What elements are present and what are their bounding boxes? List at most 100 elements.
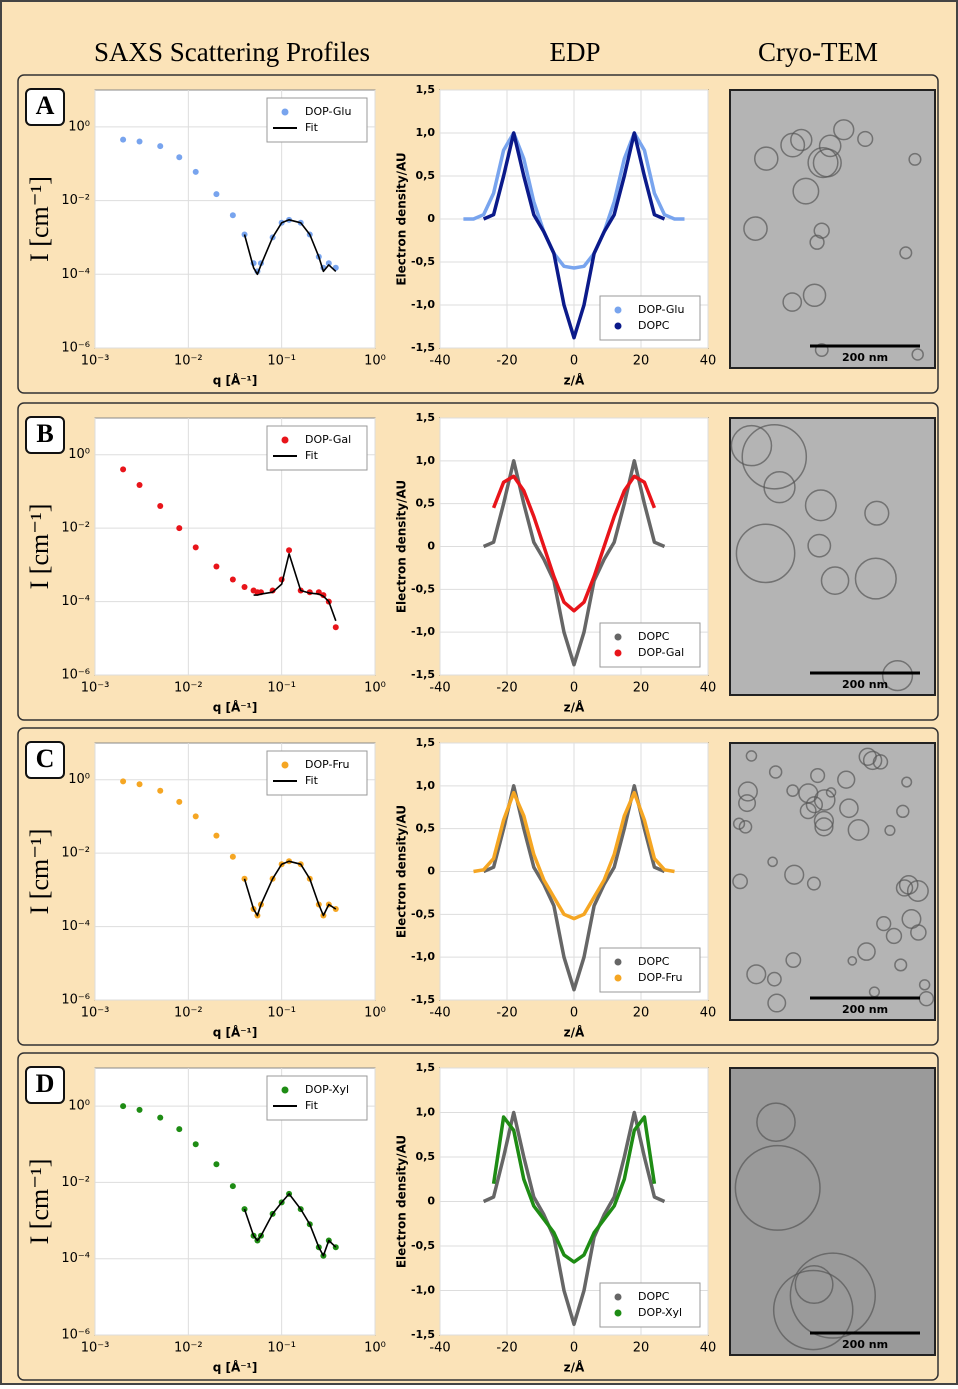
data-point — [136, 138, 143, 145]
legend-box — [599, 622, 701, 668]
x-tick-label: 10⁻³ — [81, 1341, 110, 1356]
x-tick-label: 10⁻¹ — [267, 1006, 296, 1021]
data-point — [325, 260, 332, 267]
legend-label: DOP-Glu — [638, 303, 684, 316]
column-header: Cryo-TEM — [758, 37, 878, 67]
data-point — [120, 778, 127, 785]
y-tick-label: 0,5 — [416, 822, 436, 835]
legend-box — [266, 425, 368, 471]
legend-label: DOPC — [638, 319, 670, 332]
y-tick-label: 10⁻² — [61, 846, 90, 861]
legend-label: DOP-Fru — [305, 758, 350, 771]
tem-vesicle — [767, 856, 778, 868]
legend-swatch — [614, 1309, 622, 1317]
legend-swatch — [614, 974, 622, 982]
x-tick-label: 20 — [633, 681, 650, 696]
x-tick-label: 10⁰ — [364, 1341, 386, 1356]
column-header: SAXS Scattering Profiles — [94, 37, 370, 67]
data-point — [120, 136, 127, 143]
tem-vesicle — [814, 817, 834, 837]
y-tick-label: 0 — [427, 1195, 435, 1208]
tem-vesicle — [789, 1252, 876, 1339]
tem-vesicle — [735, 523, 796, 584]
x-tick-label: 10⁻² — [174, 1006, 203, 1021]
data-point — [241, 1206, 248, 1213]
panel-label: B — [36, 419, 53, 448]
x-tick-label: -20 — [496, 681, 517, 696]
legend-swatch — [281, 108, 289, 116]
tem-vesicle — [745, 750, 758, 762]
scale-bar-label: 200 nm — [842, 1338, 888, 1351]
panel-frame — [17, 1052, 939, 1381]
tem-vesicle — [766, 971, 782, 987]
y-tick-label: -1,0 — [411, 625, 435, 638]
y-tick-label: 0 — [427, 865, 435, 878]
y-tick-label: 10⁻² — [61, 1175, 90, 1190]
y-axis-label: I [cm⁻¹] — [25, 504, 54, 590]
tem-vesicle — [767, 993, 787, 1013]
tem-vesicle — [814, 343, 829, 357]
data-point — [157, 143, 164, 150]
y-tick-label: -0,5 — [411, 907, 435, 920]
x-tick-label: -20 — [496, 1006, 517, 1021]
tem-vesicle — [839, 798, 859, 819]
data-point — [192, 1141, 199, 1148]
x-tick-label: 0 — [570, 1341, 578, 1356]
y-tick-label: 10⁻⁴ — [61, 1251, 90, 1266]
data-point — [229, 1183, 236, 1190]
tem-vesicle — [813, 810, 835, 832]
tem-vesicle — [899, 246, 913, 260]
y-tick-label: -1,5 — [411, 993, 435, 1006]
y-tick-label: 10⁻⁶ — [61, 993, 90, 1008]
x-axis-label: z/Å — [564, 1360, 585, 1375]
tem-vesicle — [768, 765, 783, 779]
legend-label: DOP-Gal — [305, 433, 351, 446]
tem-vesicle — [894, 958, 908, 972]
scale-bar-label: 200 nm — [842, 1003, 888, 1016]
data-point — [136, 481, 143, 488]
x-tick-label: 0 — [570, 354, 578, 369]
tem-vesicle — [809, 234, 825, 250]
x-tick-label: -20 — [496, 354, 517, 369]
y-tick-label: 10⁻⁶ — [61, 1328, 90, 1343]
y-axis-label: I [cm⁻¹] — [25, 176, 54, 262]
data-point — [332, 624, 339, 631]
series-line — [463, 131, 685, 270]
tem-vesicle — [818, 134, 842, 158]
tem-vesicle — [864, 500, 890, 526]
x-axis-label: q [Å⁻¹] — [213, 1025, 258, 1040]
y-tick-label: 1,0 — [416, 1106, 436, 1119]
data-point — [176, 525, 183, 532]
tem-vesicle — [807, 533, 832, 558]
data-point — [286, 547, 293, 554]
tem-vesicle — [810, 767, 826, 784]
data-point — [192, 813, 199, 820]
x-tick-label: -40 — [429, 681, 450, 696]
y-tick-label: 10⁰ — [68, 1099, 90, 1114]
y-tick-label: 10⁻⁴ — [61, 267, 90, 282]
x-tick-label: 10⁻³ — [81, 681, 110, 696]
legend-label: DOPC — [638, 1290, 670, 1303]
legend-box — [266, 750, 368, 796]
x-tick-label: 10⁻² — [174, 354, 203, 369]
x-tick-label: 10⁰ — [364, 681, 386, 696]
y-tick-label: -1,5 — [411, 341, 435, 354]
legend-swatch — [614, 1293, 622, 1301]
x-axis-label: z/Å — [564, 700, 585, 715]
y-tick-label: 1,5 — [416, 411, 436, 424]
legend-label: DOP-Gal — [638, 646, 684, 659]
data-point — [241, 583, 248, 590]
legend-label: Fit — [305, 449, 319, 462]
x-tick-label: 20 — [633, 354, 650, 369]
x-tick-label: 0 — [570, 1006, 578, 1021]
tem-vesicle — [807, 146, 839, 179]
x-tick-label: 10⁻³ — [81, 1006, 110, 1021]
tem-vesicle — [862, 750, 883, 771]
tem-vesicle — [857, 942, 876, 961]
data-point — [157, 1114, 164, 1121]
legend-swatch — [614, 306, 622, 314]
tem-image — [729, 742, 936, 1021]
legend-label: Fit — [305, 121, 319, 134]
y-tick-label: 10⁻⁶ — [61, 668, 90, 683]
y-tick-label: 10⁻² — [61, 193, 90, 208]
